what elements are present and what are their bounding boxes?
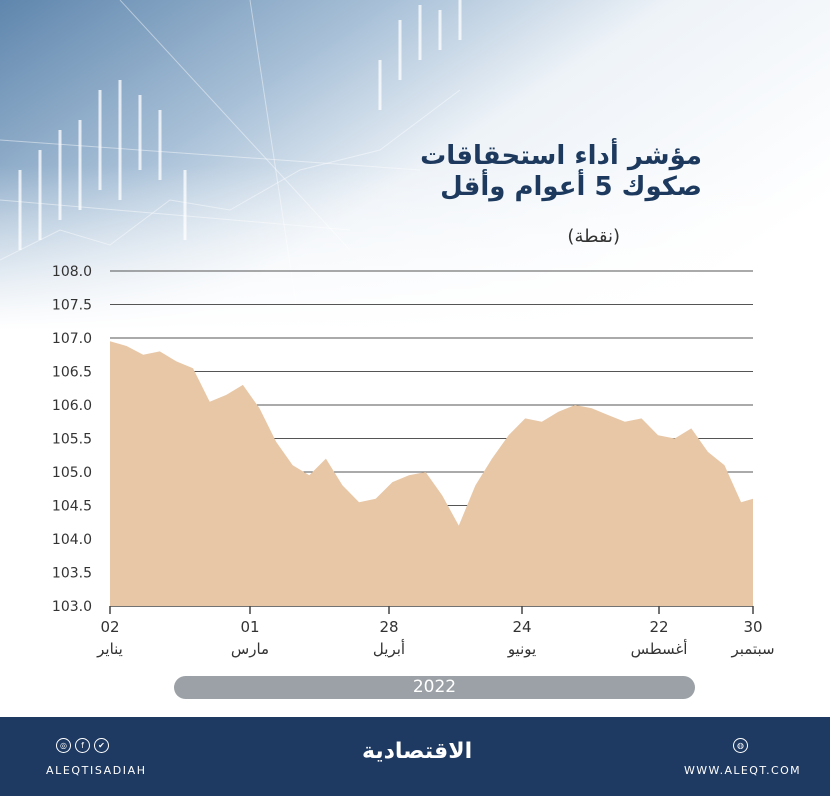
x-tick-month: أبريل bbox=[373, 639, 405, 658]
x-tick-month: سبتمبر bbox=[730, 640, 774, 658]
facebook-icon[interactable]: f bbox=[75, 738, 90, 753]
brand-logo: الاقتصادية bbox=[362, 739, 473, 764]
y-tick-label: 107.0 bbox=[52, 331, 92, 347]
x-tick-day: 24 bbox=[512, 618, 531, 636]
y-tick-label: 107.5 bbox=[52, 298, 92, 314]
unit-label: (نقطة) bbox=[567, 226, 620, 247]
instagram-icon[interactable]: ◎ bbox=[56, 738, 71, 753]
chart-title-line-2: صكوك 5 أعوام وأقل bbox=[440, 172, 702, 202]
x-tick-month: مارس bbox=[231, 640, 269, 658]
website-link[interactable]: WWW.ALEQT.COM bbox=[684, 764, 802, 777]
year-bar: 2022 bbox=[174, 676, 695, 699]
x-axis-ticks: 02 يناير 01 مارس 28 أبريل 24 يونيو 22 أغسطس 30 سبتم… bbox=[96, 606, 775, 658]
x-tick-day: 22 bbox=[649, 618, 668, 636]
x-tick-month: يونيو bbox=[507, 640, 536, 658]
y-tick-label: 105.0 bbox=[52, 465, 92, 481]
chart-title-line-1: مؤشر أداء استحقاقات bbox=[420, 141, 702, 171]
y-axis-ticks: 108.0 107.5 107.0 106.5 106.0 105.5 105.0 104.5… bbox=[52, 264, 92, 615]
twitter-icon[interactable]: ✔ bbox=[94, 738, 109, 753]
series-area bbox=[110, 341, 753, 606]
y-tick-label: 103.5 bbox=[52, 566, 92, 582]
social-icons: ◎ f ✔ bbox=[56, 738, 109, 753]
x-tick-day: 01 bbox=[240, 618, 259, 636]
y-tick-label: 103.0 bbox=[52, 599, 92, 615]
x-tick-day: 30 bbox=[743, 618, 762, 636]
y-tick-label: 105.5 bbox=[52, 432, 92, 448]
y-tick-label: 108.0 bbox=[52, 264, 92, 280]
x-tick-day: 02 bbox=[100, 618, 119, 636]
x-tick-day: 28 bbox=[379, 618, 398, 636]
background-stock-image bbox=[0, 0, 830, 330]
web-icon[interactable]: ◍ bbox=[733, 738, 748, 753]
y-tick-label: 106.5 bbox=[52, 365, 92, 381]
area-chart: 108.0 107.5 107.0 106.5 106.0 105.5 105.0 104.5… bbox=[52, 264, 775, 658]
y-tick-label: 104.0 bbox=[52, 532, 92, 548]
social-handle[interactable]: ALEQTISADIAH bbox=[46, 764, 147, 777]
y-tick-label: 104.5 bbox=[52, 499, 92, 515]
y-tick-label: 106.0 bbox=[52, 398, 92, 414]
x-tick-month: يناير bbox=[96, 640, 123, 658]
x-tick-month: أغسطس bbox=[631, 639, 688, 658]
footer-bar: ◎ f ✔ ALEQTISADIAH الاقتصادية ◍ WWW.ALEQ… bbox=[0, 717, 830, 796]
